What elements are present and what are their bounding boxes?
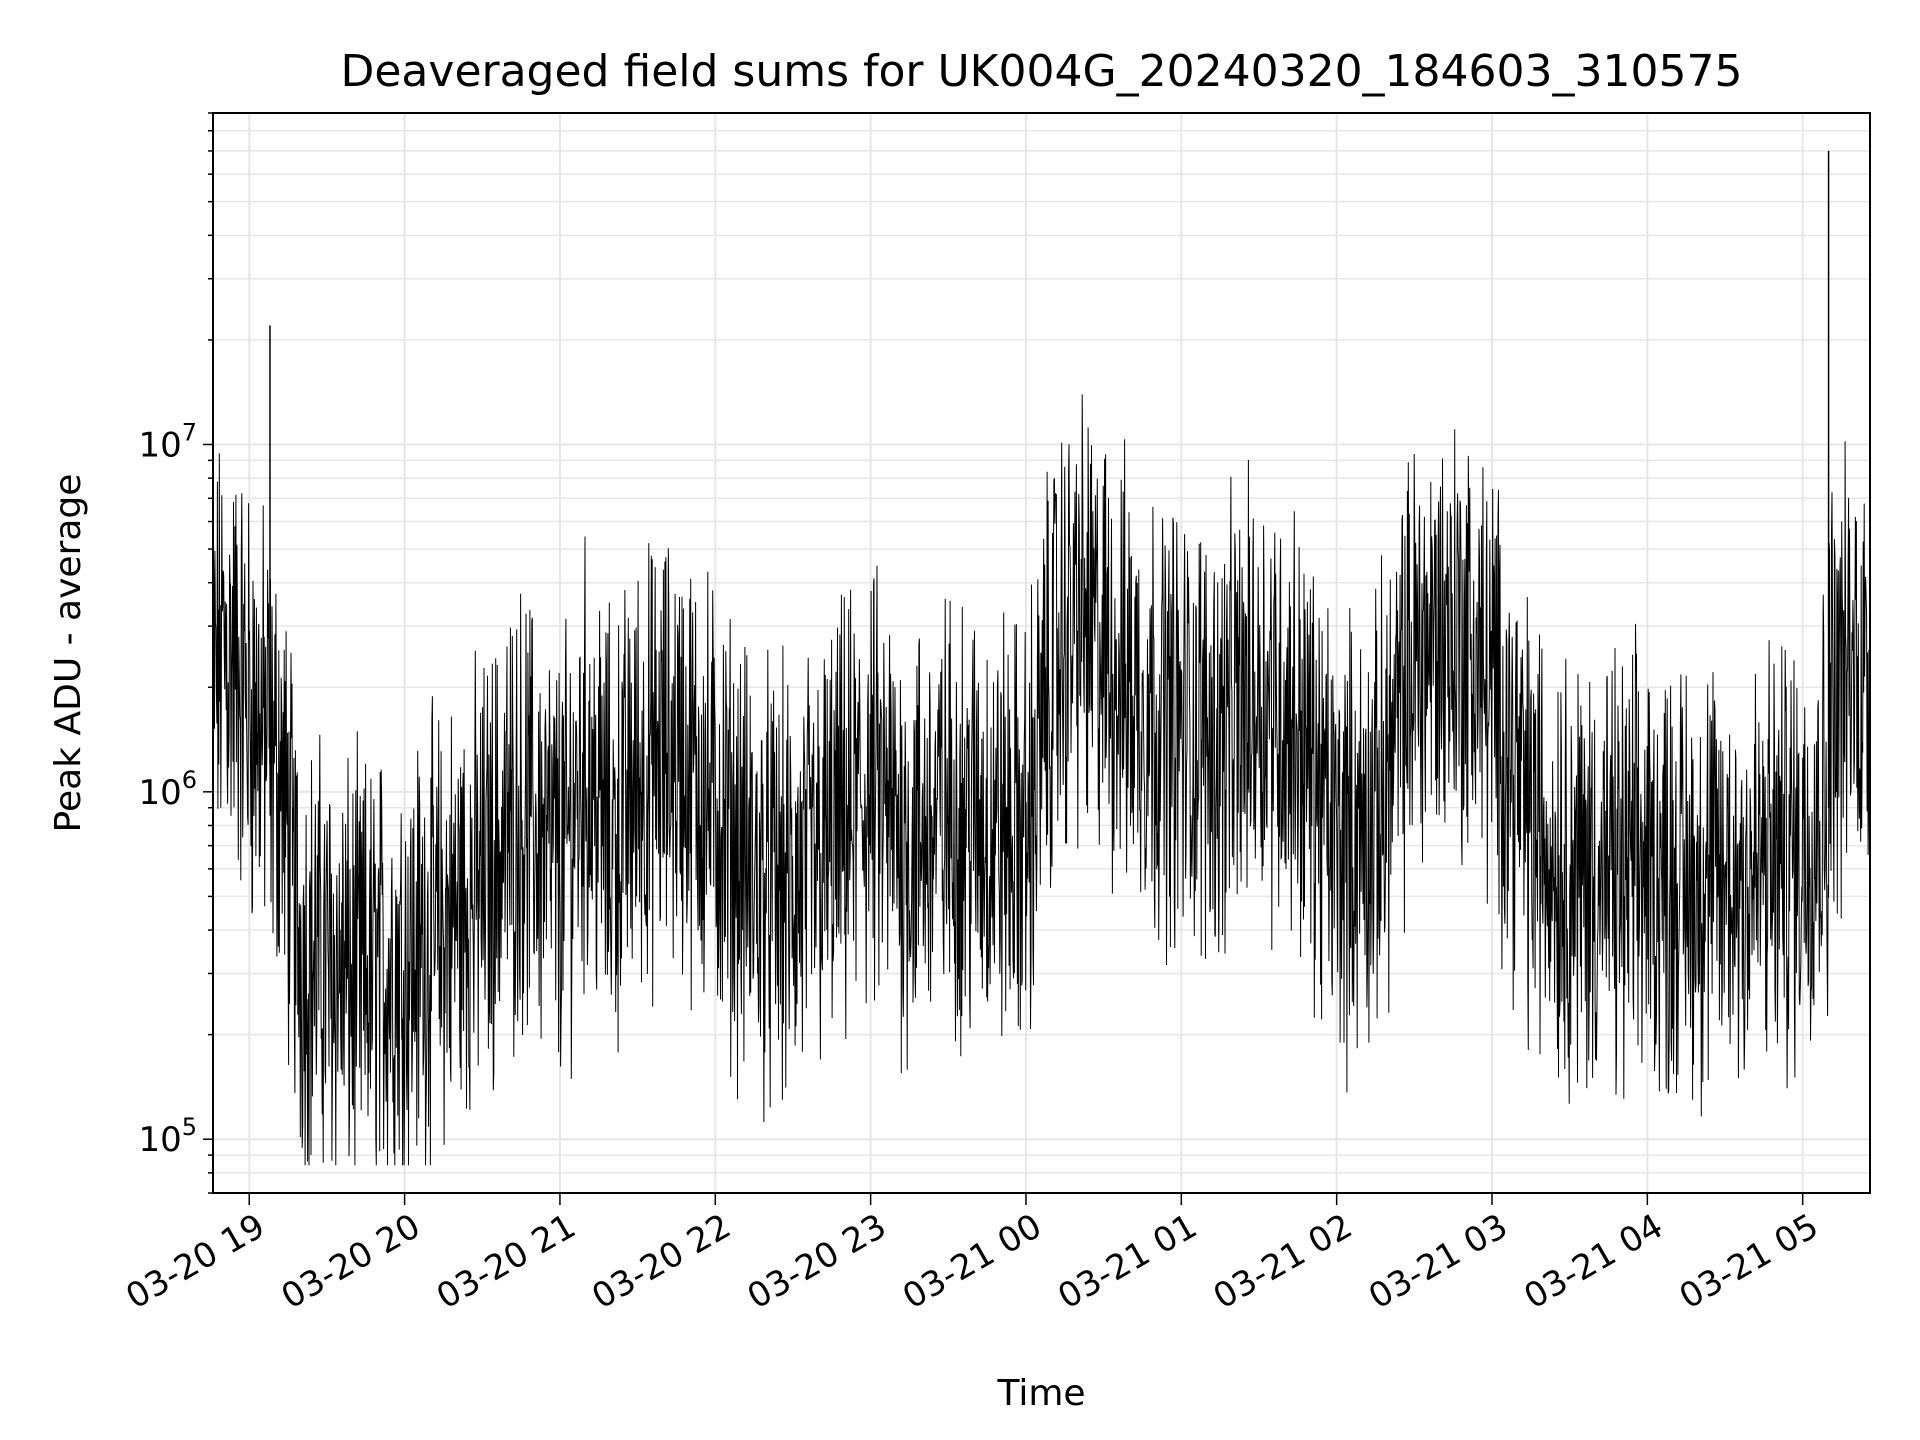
y-tick-label: 107	[138, 418, 197, 465]
x-tick-label: 03-20 22	[585, 1206, 737, 1317]
chart-title: Deaveraged field sums for UK004G_2024032…	[340, 46, 1742, 97]
y-tick-exponent: 7	[182, 418, 197, 446]
x-tick-label: 03-21 03	[1362, 1206, 1514, 1317]
y-tick-base: 10	[138, 1120, 181, 1160]
y-axis-label: Peak ADU - average	[48, 474, 89, 833]
plot-frame	[212, 112, 1871, 1194]
x-tick-label: 03-21 04	[1517, 1206, 1669, 1317]
y-tick-label: 105	[138, 1113, 197, 1160]
x-tick-label: 03-21 01	[1051, 1206, 1203, 1317]
x-tick-label: 03-20 21	[430, 1206, 582, 1317]
y-tick-exponent: 5	[182, 1113, 197, 1141]
x-tick-label: 03-21 02	[1207, 1206, 1359, 1317]
y-tick-exponent: 6	[182, 766, 197, 794]
y-tick-label: 106	[138, 766, 197, 813]
y-tick-base: 10	[138, 425, 181, 465]
x-tick-label: 03-21 00	[896, 1206, 1048, 1317]
x-axis-label: Time	[996, 1373, 1085, 1414]
x-tick-label: 03-21 05	[1673, 1206, 1825, 1317]
x-tick-label: 03-20 23	[741, 1206, 893, 1317]
x-tick-label: 03-20 19	[119, 1206, 271, 1317]
x-tick-label: 03-20 20	[275, 1206, 427, 1317]
y-tick-base: 10	[138, 773, 181, 813]
series-line	[212, 394, 1871, 1166]
plot-area	[212, 150, 1871, 1166]
